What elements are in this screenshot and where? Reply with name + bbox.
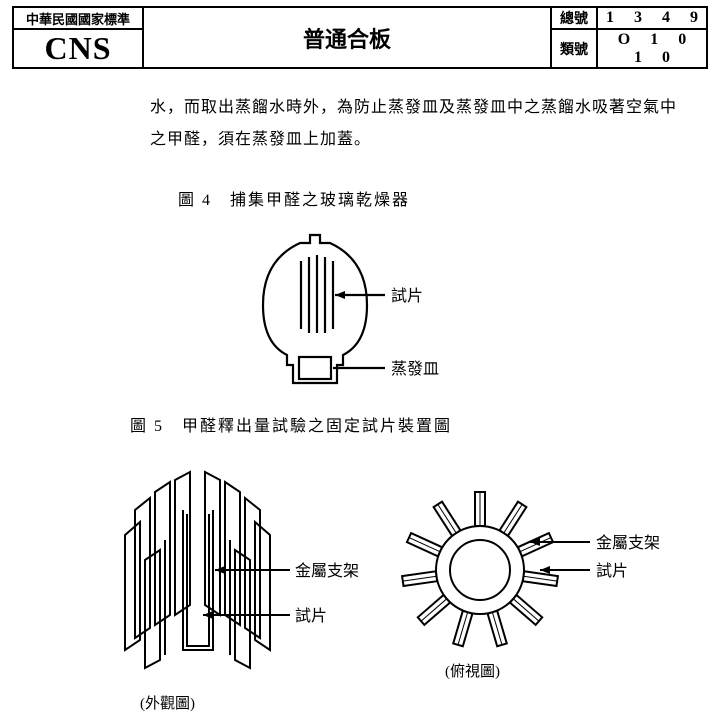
figure5-caption: 圖 5 甲醛釋出量試驗之固定試片裝置圖 xyxy=(130,412,452,436)
fig4-dish-label: 蒸發皿 xyxy=(391,360,439,378)
fig5-sub-top: (俯視圖) xyxy=(445,660,500,681)
serial-number: 1 3 4 9 xyxy=(597,7,707,29)
figure5-topview: 金屬支架 試片 xyxy=(380,470,700,675)
class-label: 類號 xyxy=(551,29,597,68)
fig5-frame-label-right: 金屬支架 xyxy=(596,534,660,552)
cns-logo: CNS xyxy=(13,29,143,68)
class-number: O 1 0 1 0 xyxy=(597,29,707,68)
serial-label: 總號 xyxy=(551,7,597,29)
fig4-specimen-label: 試片 xyxy=(391,287,423,305)
figure5-perspective: 金屬支架 試片 xyxy=(95,450,385,715)
fig5-frame-label-left: 金屬支架 xyxy=(295,562,359,580)
fig5-sub-outer: (外觀圖) xyxy=(140,692,195,713)
standard-header: 中華民國國家標準 普通合板 總號 1 3 4 9 CNS 類號 O 1 0 1 … xyxy=(12,6,708,69)
standard-title: 普通合板 xyxy=(143,7,551,68)
figure4-diagram: 試片 蒸發皿 xyxy=(235,225,495,400)
fig5-specimen-label-left: 試片 xyxy=(295,607,327,625)
figure4-caption: 圖 4 捕集甲醛之玻璃乾燥器 xyxy=(178,186,410,210)
cns-country-label: 中華民國國家標準 xyxy=(13,7,143,29)
body-paragraph: 水，而取出蒸餾水時外，為防止蒸發皿及蒸發皿中之蒸餾水吸著空氣中之甲醛，須在蒸發皿… xyxy=(150,92,690,156)
fig5-specimen-label-right: 試片 xyxy=(596,562,628,580)
